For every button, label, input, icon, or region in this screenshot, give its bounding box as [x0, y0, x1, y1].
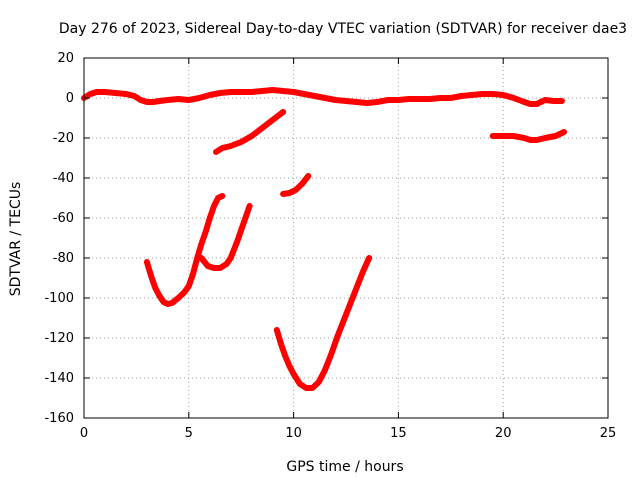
x-axis-label: GPS time / hours — [286, 459, 403, 475]
x-tick-label: 25 — [600, 426, 617, 441]
series-arc-top-1 — [81, 87, 565, 107]
x-tick-label: 20 — [495, 426, 512, 441]
y-tick-label: -100 — [44, 291, 74, 306]
y-tick-label: -120 — [44, 331, 74, 346]
x-tick-label: 5 — [185, 426, 193, 441]
x-tick-label: 10 — [285, 426, 302, 441]
series-arc-v-2 — [198, 203, 253, 271]
series-arc-mid-2 — [280, 173, 312, 197]
y-tick-label: -140 — [44, 371, 74, 386]
series-arc-mid-1 — [213, 109, 287, 155]
y-tick-label: 0 — [66, 91, 74, 106]
y-axis-label: SDTVAR / TECUs — [8, 182, 24, 297]
x-tick-label: 0 — [80, 426, 88, 441]
series-arc-v-1 — [143, 193, 226, 307]
series-arc-v-3 — [273, 255, 373, 391]
y-tick-label: -40 — [53, 171, 74, 186]
plot-frame — [83, 57, 609, 419]
y-tick-label: -60 — [53, 211, 74, 226]
x-tick-label: 15 — [390, 426, 407, 441]
y-tick-label: -80 — [53, 251, 74, 266]
series-arc-right-1 — [489, 129, 567, 143]
y-tick-label: -20 — [53, 131, 74, 146]
y-tick-label: -160 — [44, 411, 74, 426]
y-tick-label: 20 — [57, 51, 74, 66]
chart-title: Day 276 of 2023, Sidereal Day-to-day VTE… — [59, 21, 627, 37]
